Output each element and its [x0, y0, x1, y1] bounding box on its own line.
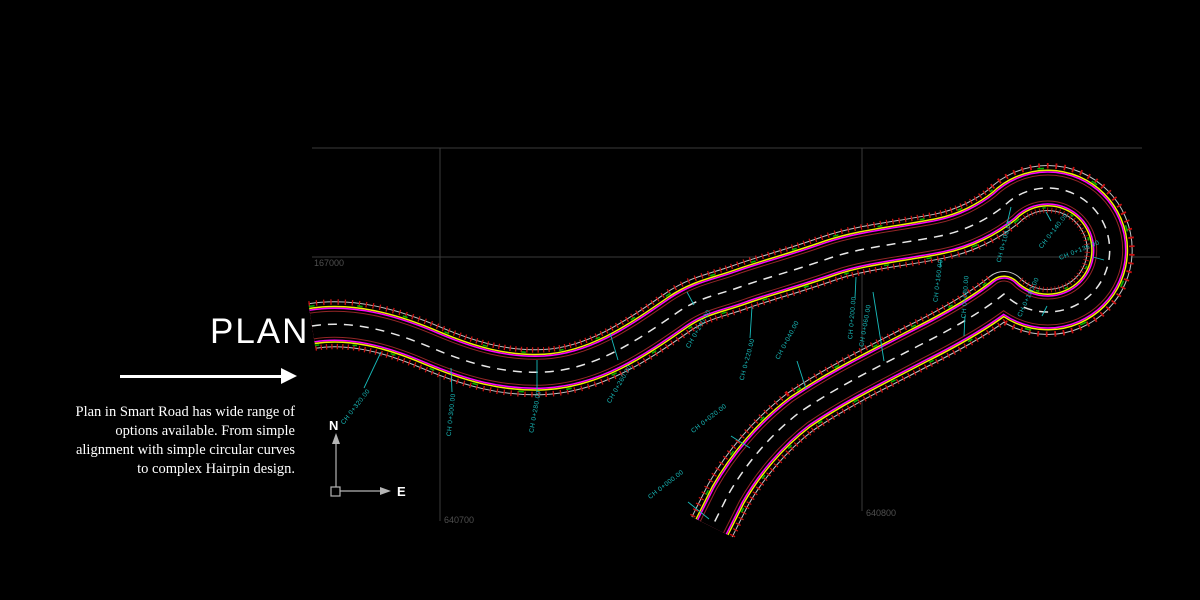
east-arrowhead-icon — [380, 487, 391, 495]
page-title: PLAN — [210, 312, 310, 351]
description-text: Plan in Smart Road has wide range of opt… — [75, 404, 295, 478]
chainage-label: CH 0+000.00 — [647, 469, 685, 501]
chainage-label: CH 0+020.00 — [690, 403, 728, 435]
chainage-leader-line — [1092, 256, 1105, 261]
grid-label-easting-1: 640700 — [444, 515, 474, 525]
chainage-leader-line — [872, 291, 885, 362]
chainage-leader-line — [450, 367, 453, 393]
north-arrowhead-icon — [332, 433, 340, 444]
chainage-leader-line — [854, 276, 857, 299]
road-corridor — [312, 188, 1110, 527]
chainage-leader-line — [939, 259, 942, 269]
chainage-label: CH 0+200.00 — [847, 296, 858, 339]
title-arrow-head-icon — [281, 368, 297, 384]
chainage-leader-line — [609, 332, 619, 361]
chainage-leader-line — [963, 315, 966, 337]
chainage-label: CH 0+300.00 — [446, 393, 457, 436]
north-arrow: N E — [329, 418, 406, 499]
grid-label-northing: 167000 — [314, 258, 344, 268]
chainage-label: CH 0+220.00 — [739, 338, 757, 381]
chainage-leader-line — [730, 435, 751, 449]
chainage-leader-line — [1045, 211, 1052, 222]
north-label: N — [329, 418, 338, 433]
chainage-label: CH 0+080.00 — [961, 275, 971, 318]
chainage-leader-line — [686, 291, 695, 306]
chainage-leader-line — [687, 501, 710, 520]
chainage-leader-line — [1041, 305, 1048, 317]
chainage-leader-line — [363, 351, 382, 389]
east-label: E — [397, 484, 406, 499]
chainage-label: CH 0+320.00 — [340, 388, 372, 426]
grid-label-easting-2: 640800 — [866, 508, 896, 518]
title-arrow-line — [120, 375, 284, 378]
chainage-label: CH 0+140.00 — [1038, 212, 1070, 250]
chainage-leader-line — [796, 360, 807, 390]
ucs-origin-square — [330, 486, 341, 497]
chainage-label: CH 0+280.00 — [528, 390, 542, 433]
chainage-leader-line — [749, 306, 753, 339]
chainage-label: CH 0+040.00 — [775, 320, 801, 361]
chainage-label: CH 0+060.00 — [858, 304, 872, 347]
chainage-leader-line — [1006, 206, 1012, 225]
chainage-label: CH 0+160.00 — [932, 259, 944, 302]
